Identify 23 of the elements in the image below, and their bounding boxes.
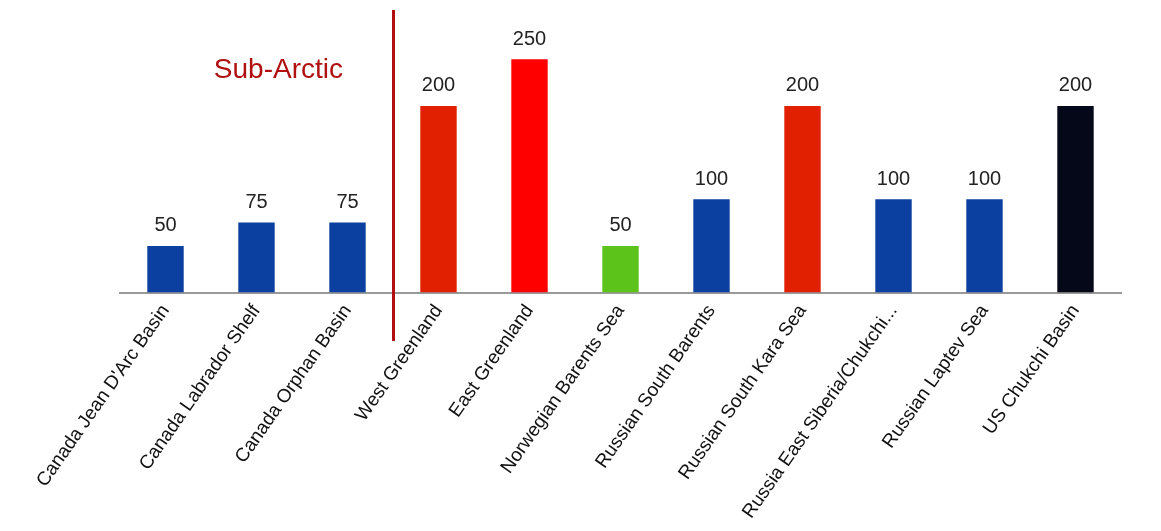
bar (693, 199, 730, 293)
bar (875, 199, 912, 293)
data-label: 50 (154, 213, 177, 236)
data-label: 100 (967, 166, 1002, 189)
bar (329, 222, 366, 293)
data-label: 250 (512, 26, 547, 49)
bar (238, 222, 275, 293)
data-label: 75 (336, 190, 359, 213)
data-label: 100 (876, 166, 911, 189)
bar (1057, 105, 1094, 293)
data-label: 200 (1058, 73, 1093, 96)
bar (784, 105, 821, 293)
data-label: 100 (694, 166, 729, 189)
bar (966, 199, 1003, 293)
bar (420, 105, 457, 293)
bar (511, 59, 548, 293)
annotation: Sub-Arctic (213, 52, 343, 84)
data-label: 75 (245, 190, 268, 213)
data-label: 200 (421, 73, 456, 96)
data-label: 50 (609, 213, 632, 236)
bar (602, 245, 639, 293)
data-label: 200 (785, 73, 820, 96)
bar (147, 245, 184, 293)
